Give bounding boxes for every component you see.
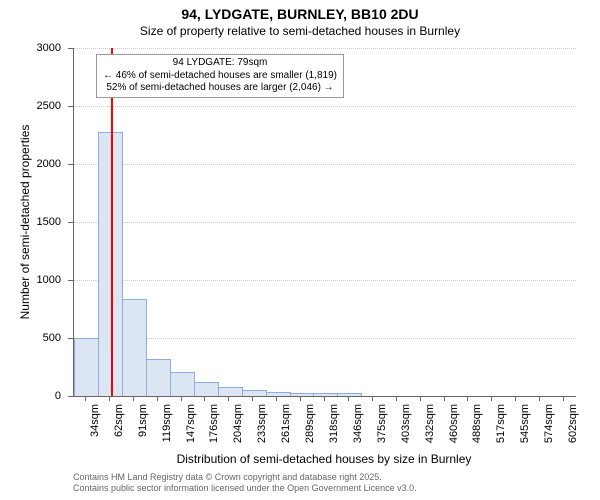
x-tick-mark [348,396,349,401]
x-tick-mark [396,396,397,401]
histogram-bar [313,393,338,396]
chart-subtitle: Size of property relative to semi-detach… [0,24,600,38]
x-tick-mark [252,396,253,401]
x-tick-mark [420,396,421,401]
callout-line: ← 46% of semi-detached houses are smalle… [103,70,337,83]
histogram-bar [290,393,315,396]
histogram-bar [194,382,219,396]
x-tick-mark [276,396,277,401]
x-tick-label: 289sqm [304,404,316,454]
y-tick-mark [68,280,73,281]
y-tick-mark [68,338,73,339]
chart-frame: 94, LYDGATE, BURNLEY, BB10 2DU Size of p… [0,0,600,500]
x-tick-mark [300,396,301,401]
callout-line: 52% of semi-detached houses are larger (… [103,82,337,95]
y-tick-mark [68,106,73,107]
x-tick-mark [324,396,325,401]
attribution-text: Contains HM Land Registry data © Crown c… [73,472,417,495]
x-tick-label: 545sqm [519,404,531,454]
y-tick-label: 2500 [0,100,61,112]
y-tick-label: 1000 [0,274,61,286]
x-tick-label: 460sqm [448,404,460,454]
y-tick-mark [68,222,73,223]
x-tick-label: 91sqm [137,404,149,454]
x-tick-mark [204,396,205,401]
histogram-bar [122,299,147,396]
y-tick-label: 0 [0,390,61,402]
x-tick-mark [563,396,564,401]
x-tick-label: 574sqm [543,404,555,454]
gridline [74,48,576,49]
x-tick-label: 517sqm [495,404,507,454]
x-tick-label: 432sqm [424,404,436,454]
x-axis-label: Distribution of semi-detached houses by … [73,452,575,466]
histogram-bar [170,372,195,396]
x-tick-label: 318sqm [328,404,340,454]
x-tick-label: 119sqm [161,404,173,454]
gridline [74,222,576,223]
reference-marker [111,48,113,396]
x-tick-mark [109,396,110,401]
gridline [74,280,576,281]
histogram-bar [146,359,171,396]
x-tick-mark [491,396,492,401]
x-tick-mark [228,396,229,401]
x-tick-mark [444,396,445,401]
gridline [74,164,576,165]
x-tick-label: 233sqm [256,404,268,454]
x-tick-label: 176sqm [208,404,220,454]
histogram-bar [337,393,362,396]
x-tick-label: 346sqm [352,404,364,454]
gridline [74,338,576,339]
y-tick-label: 1500 [0,216,61,228]
histogram-bar [242,390,267,396]
histogram-bar [74,338,99,396]
y-tick-label: 500 [0,332,61,344]
x-tick-mark [133,396,134,401]
attribution-line: Contains public sector information licen… [73,483,417,494]
marker-callout: 94 LYDGATE: 79sqm← 46% of semi-detached … [96,54,344,98]
x-tick-mark [515,396,516,401]
y-tick-mark [68,164,73,165]
y-tick-label: 2000 [0,158,61,170]
chart-title: 94, LYDGATE, BURNLEY, BB10 2DU [0,6,600,22]
plot-area: 94 LYDGATE: 79sqm← 46% of semi-detached … [73,48,576,397]
attribution-line: Contains HM Land Registry data © Crown c… [73,472,417,483]
histogram-bar [218,387,243,396]
x-tick-label: 488sqm [471,404,483,454]
x-tick-mark [181,396,182,401]
x-tick-label: 602sqm [567,404,579,454]
x-tick-label: 34sqm [89,404,101,454]
x-tick-label: 147sqm [185,404,197,454]
x-tick-label: 375sqm [376,404,388,454]
x-tick-mark [372,396,373,401]
x-tick-label: 62sqm [113,404,125,454]
x-tick-label: 403sqm [400,404,412,454]
x-tick-mark [157,396,158,401]
x-tick-mark [85,396,86,401]
x-tick-mark [467,396,468,401]
x-tick-label: 204sqm [232,404,244,454]
histogram-bar [266,392,291,396]
x-tick-label: 261sqm [280,404,292,454]
callout-line: 94 LYDGATE: 79sqm [103,57,337,70]
y-tick-label: 3000 [0,42,61,54]
y-tick-mark [68,396,73,397]
gridline [74,106,576,107]
x-tick-mark [539,396,540,401]
y-tick-mark [68,48,73,49]
